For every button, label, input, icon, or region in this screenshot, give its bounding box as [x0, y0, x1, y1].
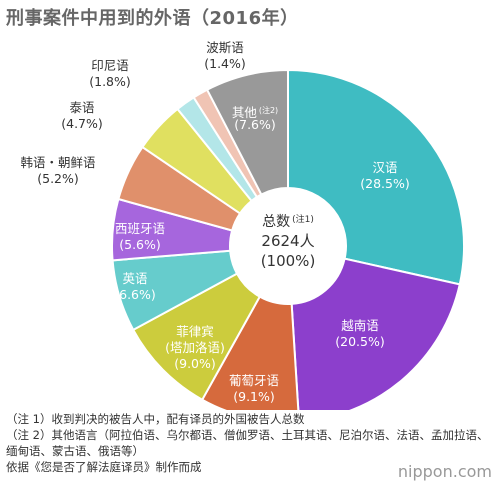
label-slice-2: 越南语(20.5%) [335, 318, 384, 349]
chart-title: 刑事案件中用到的外语（2016年） [6, 8, 299, 29]
label-slice-7: 韩语・朝鲜语(5.2%) [20, 155, 95, 186]
pie-chart: 汉语(28.5%) 越南语(20.5%) 葡萄牙语(9.1%)菲律宾(塔加洛语) (9… [20, 40, 465, 410]
label-slice-5: 英语(6.6%) [114, 271, 156, 302]
label-slice-8: 泰语(4.7%) [61, 100, 103, 131]
label-slice-9: 印尼语(1.8%) [89, 58, 131, 89]
pie-slice-1 [287, 68, 465, 286]
label-slice-10: 波斯语(1.4%) [204, 40, 246, 71]
label-slice-6: 西班牙语(5.6%) [115, 221, 165, 252]
source-note: 依据《您是否了解法庭译员》制作而成 [6, 460, 202, 474]
label-slice-4: 菲律宾(塔加洛语) (9.0%) [165, 324, 225, 371]
label-slice-11: 其他 (注2) (7.6%) [232, 105, 278, 132]
pie-slice-2 [290, 257, 461, 410]
label-slice-3: 葡萄牙语(9.1%) [229, 373, 279, 404]
brand-logo: nippon.com [397, 462, 492, 481]
pie-slice-11 [205, 68, 289, 196]
footnotes: （注 1）收到判决的被告人中，配有译员的外国被告人总数 （注 2）其他语言（阿拉… [6, 411, 494, 475]
label-slice-1: 汉语(28.5%) [360, 160, 409, 191]
footnote-1: （注 1）收到判决的被告人中，配有译员的外国被告人总数 [6, 412, 305, 426]
center-total-label: 总数 (注1) 2624人(100%) [261, 213, 316, 270]
footnote-2: （注 2）其他语言（阿拉伯语、乌尔都语、僧伽罗语、土耳其语、尼泊尔语、法语、孟加… [6, 428, 489, 458]
